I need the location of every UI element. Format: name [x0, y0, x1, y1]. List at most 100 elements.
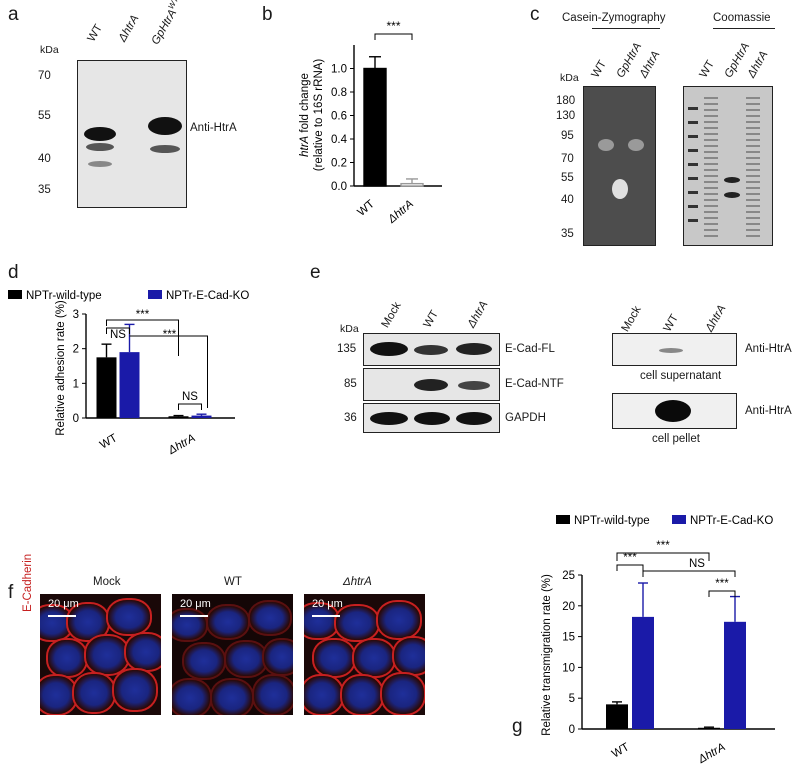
y-axis-label-2: (relative to 16S rRNA) — [313, 59, 325, 172]
lane-label: Mock — [619, 304, 644, 334]
marker-35: 35 — [38, 184, 51, 196]
y-tick-label: 2 — [73, 344, 79, 356]
caption: cell supernatant — [640, 370, 722, 382]
zymo-title: Casein-Zymography — [562, 12, 666, 24]
y-tick-label: 0.8 — [331, 87, 347, 99]
lane-label: GpHtrAWT — [149, 0, 181, 47]
significance-label: *** — [136, 309, 150, 321]
marker: 55 — [561, 172, 574, 184]
y-tick-label: 0.2 — [331, 158, 347, 170]
legend-label: NPTr-E-Cad-KO — [690, 515, 773, 527]
chart-b: 0.0 0.2 0.4 0.6 0.8 1.0 *** WT ΔhtrA htrA fold ch… — [299, 19, 442, 227]
lane-label: ΔhtrA — [703, 303, 729, 334]
row-label: GAPDH — [505, 412, 546, 424]
marker: 70 — [561, 153, 574, 165]
lane-label: WT — [589, 58, 609, 80]
marker-40: 40 — [38, 153, 51, 165]
lane-label: WT — [697, 58, 717, 80]
column-label: WT — [224, 576, 242, 588]
marker: 95 — [561, 130, 574, 142]
legend-swatch — [672, 515, 686, 524]
micrograph-htra: 20 μm — [304, 594, 425, 715]
significance-label: *** — [656, 540, 670, 552]
y-tick-label: 0 — [569, 724, 575, 736]
blot-supernatant — [612, 333, 737, 366]
western-blot-a — [77, 60, 187, 208]
y-tick-label: 3 — [73, 309, 79, 321]
x-tick-label: WT — [98, 432, 119, 451]
marker-55: 55 — [38, 110, 51, 122]
bar — [96, 357, 117, 418]
legend-swatch — [556, 515, 570, 524]
lane-label: Mock — [379, 300, 404, 330]
significance-bracket — [616, 552, 710, 561]
y-tick-label: 5 — [569, 693, 575, 705]
x-tick-label: WT — [356, 198, 377, 219]
y-tick-label: 0.4 — [331, 134, 348, 146]
significance-bracket — [374, 33, 413, 40]
bar — [168, 416, 189, 418]
kda-label: kDa — [340, 323, 359, 335]
micrograph-wt: 20 μm — [172, 594, 293, 715]
legend-label: NPTr-wild-type — [26, 290, 102, 302]
marker-70: 70 — [38, 70, 51, 82]
panel-f-label: f — [8, 582, 14, 603]
lane-label: ΔhtrA — [637, 49, 663, 80]
significance-bracket — [642, 570, 736, 577]
lane-label: WT — [85, 22, 105, 44]
blot-pellet — [612, 393, 737, 429]
row-label-ecadherin: E-Cadherin — [22, 553, 34, 612]
marker: 35 — [561, 228, 574, 240]
caption: cell pellet — [652, 433, 700, 445]
y-tick-label: 0 — [73, 413, 79, 425]
marker: 85 — [344, 378, 357, 390]
antibody-label: Anti-HtrA — [190, 122, 237, 134]
panel-e-label: e — [310, 262, 321, 283]
significance-label: *** — [163, 329, 177, 341]
significance-label: *** — [386, 19, 400, 33]
antibody-label: Anti-HtrA — [745, 343, 792, 355]
zymography-gel — [583, 86, 656, 246]
legend-swatch — [148, 290, 162, 299]
x-tick-label: ΔhtrA — [385, 198, 416, 227]
legend-swatch — [8, 290, 22, 299]
significance-bracket — [178, 403, 202, 410]
significance-bracket — [106, 327, 130, 334]
significance-bracket — [708, 590, 736, 597]
y-tick-label: 15 — [562, 632, 575, 644]
column-label: ΔhtrA — [343, 576, 372, 588]
blot-gapdh — [363, 403, 500, 433]
significance-bracket — [616, 564, 644, 571]
lane-label: ΔhtrA — [745, 49, 771, 80]
x-tick-label: WT — [610, 741, 631, 760]
coomassie-gel — [683, 86, 773, 246]
significance-label: *** — [623, 552, 637, 564]
bar — [632, 616, 654, 729]
significance-label: NS — [110, 329, 126, 341]
bar — [724, 621, 746, 729]
y-tick-label: 1 — [73, 378, 79, 390]
panel-a-label: a — [8, 4, 19, 25]
marker: 180 — [556, 95, 576, 107]
panel-g-label: g — [512, 716, 523, 737]
marker: 40 — [561, 194, 574, 206]
bar — [119, 352, 140, 418]
y-axis-label: Relative transmigration rate (%) — [541, 574, 553, 736]
x-tick-label: ΔhtrA — [696, 741, 728, 766]
panel-d-label: d — [8, 262, 19, 283]
y-tick-label: 20 — [562, 601, 575, 613]
legend-label: NPTr-E-Cad-KO — [166, 290, 249, 302]
panel-c-label: c — [530, 4, 540, 25]
blot-ecad-fl — [363, 333, 500, 366]
column-label: Mock — [93, 576, 121, 588]
coomassie-title: Coomassie — [713, 12, 771, 24]
bar — [191, 415, 212, 418]
y-tick-label: 1.0 — [331, 64, 347, 76]
significance-bracket — [129, 335, 208, 408]
marker: 36 — [344, 412, 357, 424]
chart-d: 0 1 2 3 NPTr-wild-type NPTr-E-Cad-KO *** NS *** N… — [8, 290, 249, 458]
kda-label: kDa — [560, 72, 579, 84]
lane-label: ΔhtrA — [465, 299, 491, 330]
x-tick-label: ΔhtrA — [166, 432, 198, 457]
significance-label: NS — [689, 558, 705, 570]
